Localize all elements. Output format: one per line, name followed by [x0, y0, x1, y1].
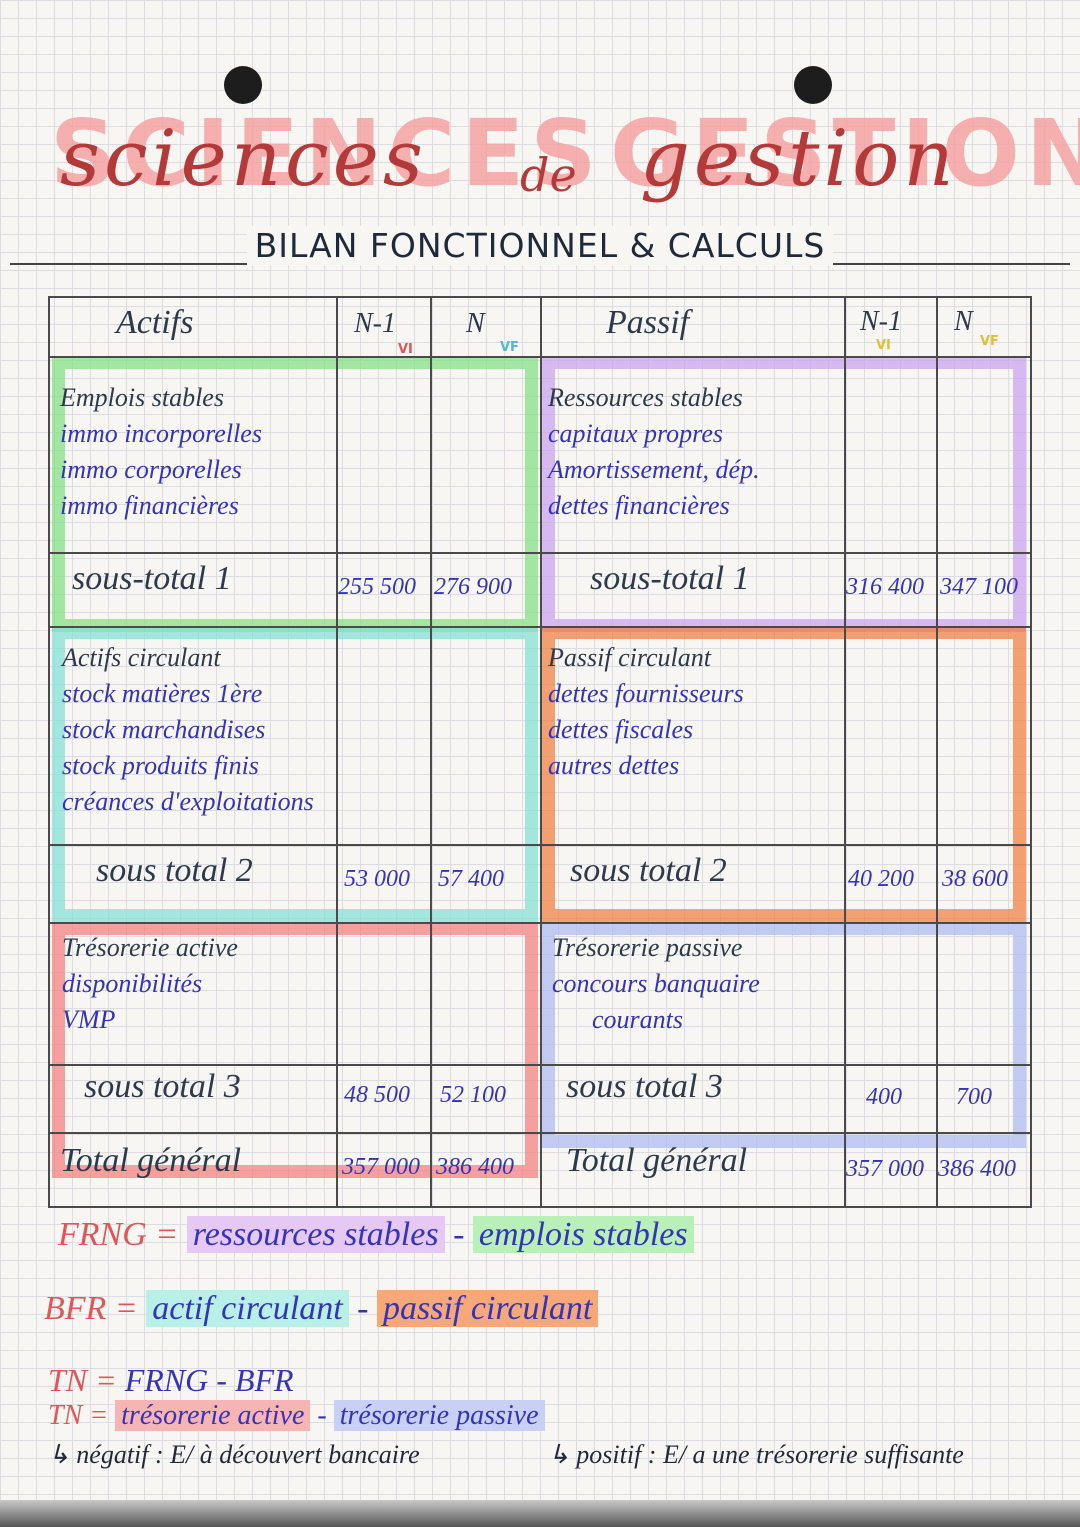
actif-st2-n1: 53 000: [344, 866, 410, 892]
page-title: SCIENCES GESTION sciences de gestion: [50, 100, 1080, 210]
actif-st1-n: 276 900: [434, 574, 512, 600]
binder-hole-right: [794, 66, 832, 104]
actif-total-label: Total général: [60, 1142, 242, 1179]
note-negatif: ↳ négatif : E/ à découvert bancaire: [48, 1440, 420, 1469]
passif-st3-label: sous total 3: [566, 1068, 723, 1105]
header-actif-n: N: [466, 308, 485, 339]
box-passif-circulant: [542, 626, 1026, 922]
actif-st2-label: sous total 2: [96, 852, 253, 889]
emplois-stables-list: Emplois stables immo incorporelles immo …: [60, 383, 262, 520]
col-actif-n: [430, 296, 432, 1208]
header-passif-n: N: [954, 306, 973, 337]
col-right: [1030, 296, 1032, 1208]
passif-st3-n1: 400: [866, 1084, 902, 1110]
title-script-gestion: gestion: [640, 114, 958, 204]
title-script-sciences: sciences: [60, 114, 427, 204]
balance-sheet-table: Actifs N-1 VI N VF Passif N-1 VI N VF Em…: [48, 296, 1032, 1208]
passif-total-label: Total général: [566, 1142, 748, 1179]
header-actif-vf: VF: [500, 340, 519, 355]
actif-st3-n: 52 100: [440, 1082, 506, 1108]
title-big-gestion: GESTION: [610, 100, 1080, 207]
tresorerie-active-list: Trésorerie active disponibilités VMP: [62, 933, 238, 1034]
title-de: de: [520, 148, 577, 202]
actif-total-n: 386 400: [436, 1154, 514, 1180]
col-passif-n: [936, 296, 938, 1208]
actif-circulant-list: Actifs circulant stock matières 1ère sto…: [62, 643, 314, 816]
passif-st1-n: 347 100: [940, 574, 1018, 600]
tresorerie-passive-list: Trésorerie passive concours banquaire co…: [552, 933, 760, 1034]
formula-tn-2: TN = trésorerie active - trésorerie pass…: [48, 1400, 545, 1432]
header-actif-n1: N-1: [354, 308, 396, 339]
header-passif-n1: N-1: [860, 306, 902, 337]
col-actif-n1: [336, 296, 338, 1208]
formula-bfr: BFR = actif circulant - passif circulant: [44, 1290, 599, 1328]
header-actifs: Actifs: [116, 304, 194, 341]
note-positif: ↳ positif : E/ a une trésorerie suffisan…: [548, 1440, 964, 1469]
passif-st1-n1: 316 400: [846, 574, 924, 600]
binder-hole-left: [224, 66, 262, 104]
passif-st2-n: 38 600: [942, 866, 1008, 892]
passif-st1-label: sous-total 1: [590, 560, 750, 597]
passif-st2-label: sous total 2: [570, 852, 727, 889]
box-actif-circulant: [52, 626, 538, 922]
passif-st2-n1: 40 200: [848, 866, 914, 892]
passif-circulant-list: Passif circulant dettes fournisseurs det…: [548, 643, 744, 780]
formula-tn-1: TN = FRNG - BFR: [48, 1362, 294, 1398]
actif-st3-n1: 48 500: [344, 1082, 410, 1108]
actif-st3-label: sous total 3: [84, 1068, 241, 1105]
col-middle: [540, 296, 542, 1208]
subtitle: BILAN FONCTIONNEL & CALCULS: [0, 226, 1080, 265]
col-left: [48, 296, 50, 1208]
formula-frng: FRNG = ressources stables - emplois stab…: [58, 1216, 694, 1254]
passif-st3-n: 700: [956, 1084, 992, 1110]
header-passif: Passif: [606, 304, 690, 341]
header-passif-vf: VF: [980, 334, 999, 349]
passif-total-n: 386 400: [938, 1156, 1016, 1182]
passif-total-n1: 357 000: [846, 1156, 924, 1182]
actif-st2-n: 57 400: [438, 866, 504, 892]
header-actif-vi: VI: [398, 342, 413, 357]
col-passif-n1: [844, 296, 846, 1208]
ressources-stables-list: Ressources stables capitaux propres Amor…: [548, 383, 760, 520]
actif-st1-n1: 255 500: [338, 574, 416, 600]
box-tresorerie-passive: [542, 922, 1026, 1148]
box-tresorerie-active: [52, 922, 538, 1178]
actif-total-n1: 357 000: [342, 1154, 420, 1180]
header-passif-vi: VI: [876, 338, 891, 353]
actif-st1-label: sous-total 1: [72, 560, 232, 597]
page-edge: [0, 1500, 1080, 1527]
title-big-sciences: SCIENCES: [50, 100, 603, 207]
